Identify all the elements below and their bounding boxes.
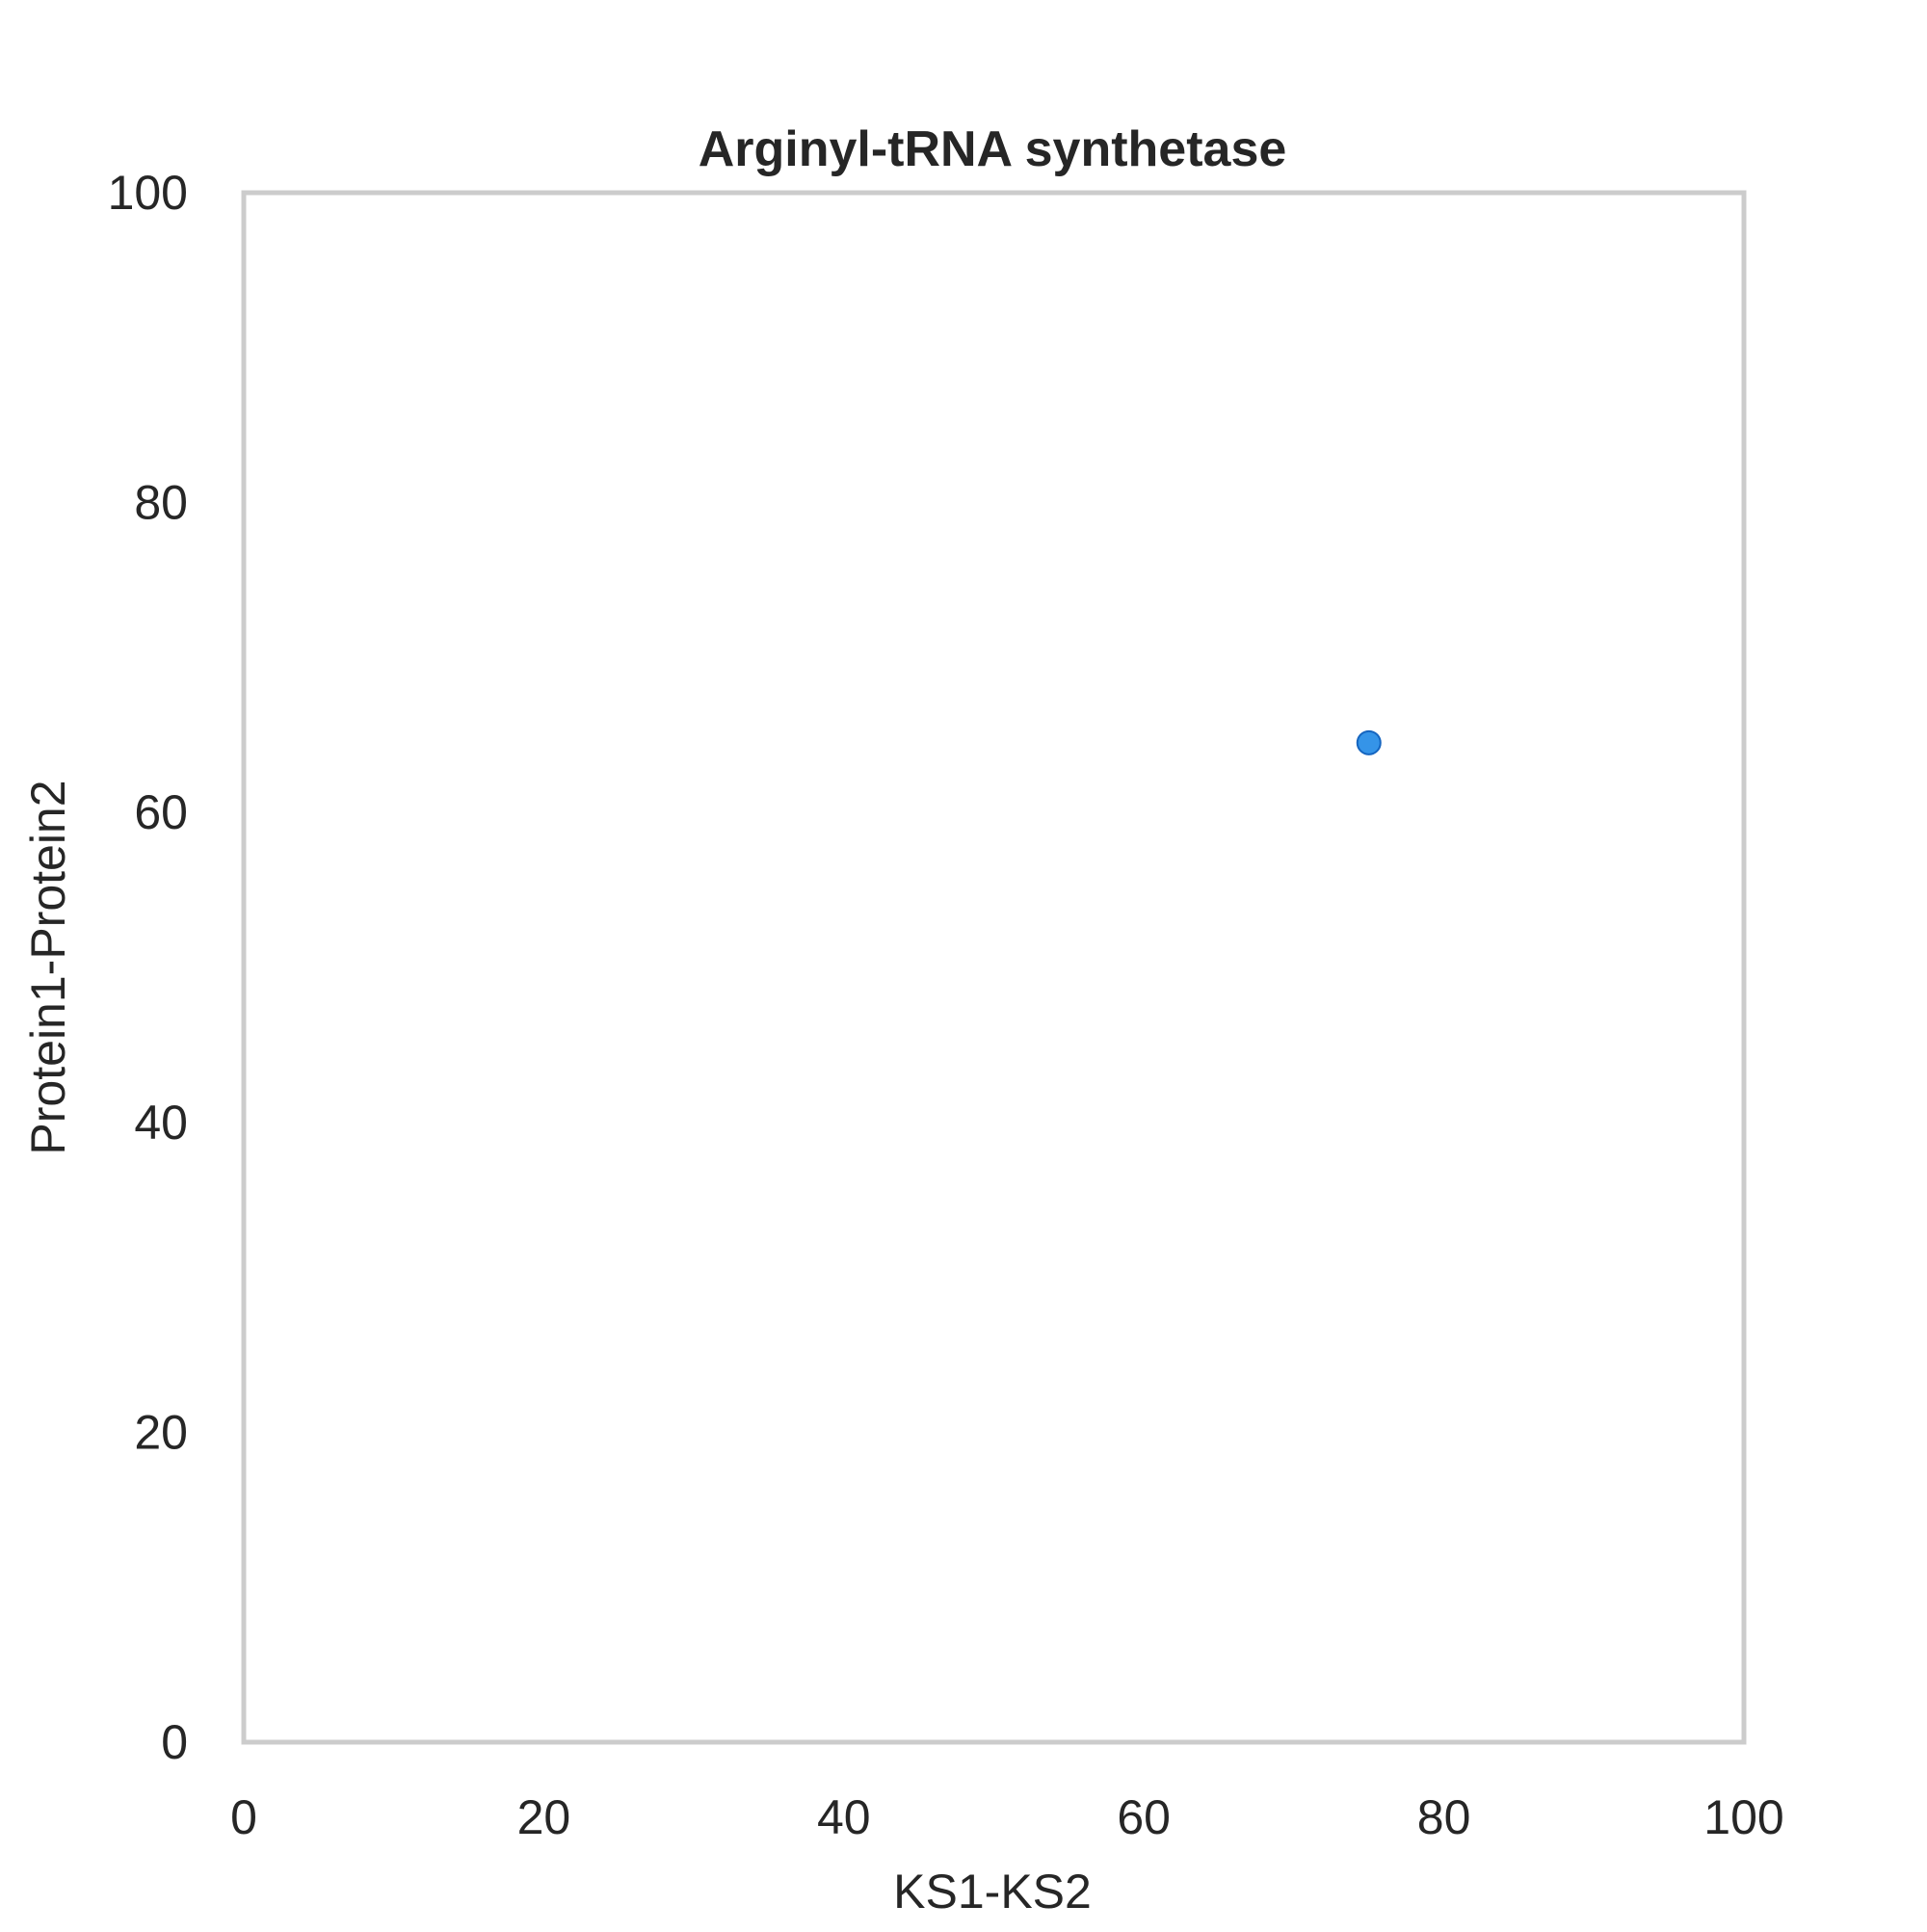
y-tick-label: 60: [134, 785, 188, 839]
x-tick-label: 80: [1417, 1790, 1471, 1844]
y-tick-label: 100: [108, 166, 188, 220]
x-tick-label: 40: [817, 1790, 871, 1844]
data-point: [1356, 729, 1382, 755]
y-tick-label: 0: [161, 1715, 188, 1769]
x-tick-labels: 0 20 40 60 80 100: [230, 1790, 1784, 1844]
x-tick-label: 0: [230, 1790, 257, 1844]
x-tick-label: 100: [1703, 1790, 1783, 1844]
x-axis-label: KS1-KS2: [893, 1865, 1092, 1919]
x-tick-label: 20: [517, 1790, 571, 1844]
x-tick-label: 60: [1117, 1790, 1171, 1844]
plot-frame: [241, 190, 1747, 1745]
data-points: [1356, 729, 1382, 755]
y-tick-label: 20: [134, 1405, 188, 1459]
y-tick-labels: 0 20 40 60 80 100: [108, 166, 188, 1769]
chart-title: Arginyl-tRNA synthetase: [699, 121, 1287, 177]
y-axis-label: Protein1-Protein2: [21, 780, 75, 1154]
y-tick-label: 40: [134, 1096, 188, 1150]
y-tick-label: 80: [134, 476, 188, 530]
